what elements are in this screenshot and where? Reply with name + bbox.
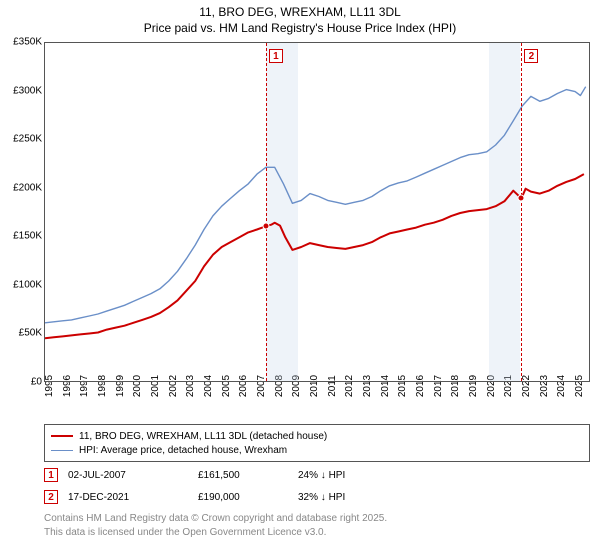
plot-area: 12 — [44, 42, 590, 382]
event-row-flag: 2 — [44, 490, 58, 504]
y-tick-label: £50K — [19, 328, 42, 339]
legend: 11, BRO DEG, WREXHAM, LL11 3DL (detached… — [44, 424, 590, 462]
event-flag: 2 — [524, 49, 538, 63]
footer-line1: Contains HM Land Registry data © Crown c… — [44, 512, 590, 526]
attribution-footer: Contains HM Land Registry data © Crown c… — [44, 512, 590, 539]
event-price: £161,500 — [198, 470, 288, 481]
y-tick-label: £350K — [13, 37, 42, 48]
series-property_price — [45, 174, 584, 338]
event-point — [518, 195, 525, 202]
y-tick-label: £250K — [13, 134, 42, 145]
chart-title-line1: 11, BRO DEG, WREXHAM, LL11 3DL — [0, 4, 600, 20]
event-row: 1 02-JUL-2007 £161,500 24% ↓ HPI — [44, 464, 590, 486]
y-tick-label: £200K — [13, 182, 42, 193]
event-marker-line — [266, 43, 267, 381]
event-marker-line — [521, 43, 522, 381]
y-tick-label: £300K — [13, 85, 42, 96]
footer-line2: This data is licensed under the Open Gov… — [44, 526, 590, 540]
events-table: 1 02-JUL-2007 £161,500 24% ↓ HPI 2 17-DEC-202… — [44, 464, 590, 508]
chart-title: 11, BRO DEG, WREXHAM, LL11 3DL Price pai… — [0, 0, 600, 36]
chart-container: 11, BRO DEG, WREXHAM, LL11 3DL Price pai… — [0, 0, 600, 560]
event-row-flag: 1 — [44, 468, 58, 482]
chart-title-line2: Price paid vs. HM Land Registry's House … — [0, 20, 600, 36]
legend-swatch — [51, 450, 73, 451]
series-hpi — [45, 87, 586, 323]
event-row: 2 17-DEC-2021 £190,000 32% ↓ HPI — [44, 486, 590, 508]
legend-row: 11, BRO DEG, WREXHAM, LL11 3DL (detached… — [51, 429, 583, 443]
legend-label: HPI: Average price, detached house, Wrex… — [79, 445, 287, 456]
event-flag: 1 — [269, 49, 283, 63]
legend-swatch — [51, 435, 73, 437]
legend-row: HPI: Average price, detached house, Wrex… — [51, 443, 583, 457]
event-date: 02-JUL-2007 — [68, 470, 188, 481]
event-date: 17-DEC-2021 — [68, 492, 188, 503]
legend-label: 11, BRO DEG, WREXHAM, LL11 3DL (detached… — [79, 431, 327, 442]
y-tick-label: £100K — [13, 279, 42, 290]
y-tick-label: £0 — [31, 377, 42, 388]
event-delta: 24% ↓ HPI — [298, 470, 388, 481]
event-delta: 32% ↓ HPI — [298, 492, 388, 503]
chart-svg — [45, 43, 591, 383]
y-tick-label: £150K — [13, 231, 42, 242]
event-point — [262, 223, 269, 230]
event-price: £190,000 — [198, 492, 288, 503]
